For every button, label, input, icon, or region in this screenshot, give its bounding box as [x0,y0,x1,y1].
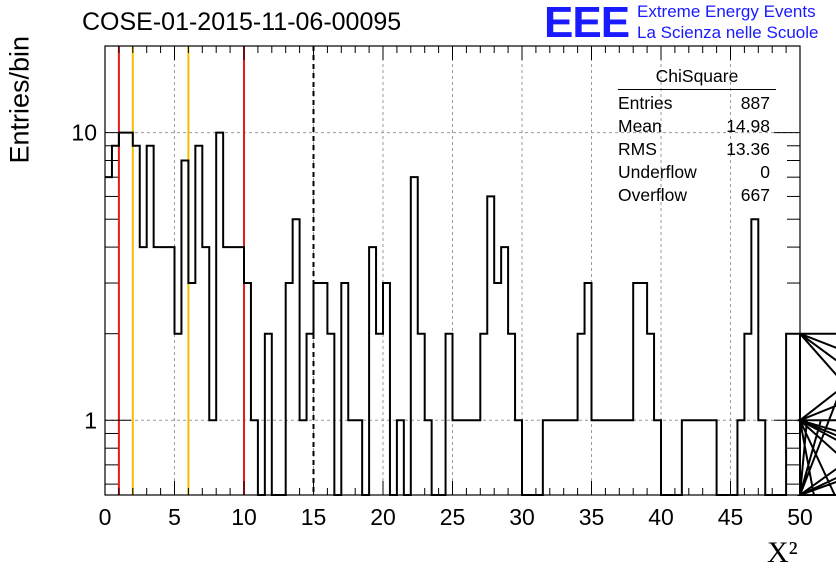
stats-box: ChiSquare Entries 887 Mean 14.98 RMS 13.… [612,66,778,207]
stats-value: 0 [760,162,770,182]
x-tick-label: 10 [231,504,257,530]
chart-title: COSE-01-2015-11-06-00095 [82,8,402,36]
stats-row: Underflow 0 [612,161,778,184]
x-axis-label: X² [767,536,798,570]
y-axis-label: Entries/bin [4,35,35,164]
x-tick-label: 35 [579,504,605,530]
stats-row: Entries 887 [612,92,778,115]
stats-value: 887 [740,93,770,113]
y-tick-label: 1 [84,407,97,433]
stats-label: Underflow [618,162,697,182]
eee-logo-line2: La Scienza nelle Scuole [637,23,819,42]
x-tick-label: 45 [718,504,744,530]
x-tick-label: 25 [440,504,466,530]
x-tick-label: 30 [509,504,535,530]
eee-logo-line1: Extreme Energy Events [637,2,816,21]
stats-title: ChiSquare [618,66,776,90]
stats-label: Entries [618,93,673,113]
y-tick-label: 10 [71,120,97,146]
stats-label: RMS [618,139,657,159]
x-axis-label-text: X² [767,536,798,569]
stats-value: 13.36 [726,139,770,159]
x-tick-label: 5 [168,504,181,530]
x-tick-label: 50 [787,504,813,530]
x-tick-label: 15 [301,504,327,530]
stats-value: 14.98 [726,116,770,136]
stats-row: Mean 14.98 [612,115,778,138]
stats-row: Overflow 667 [612,184,778,207]
stats-label: Mean [618,116,662,136]
x-tick-label: 40 [648,504,674,530]
stats-label: Overflow [618,185,688,205]
x-tick-label: 0 [99,504,112,530]
stats-value: 667 [740,185,770,205]
stats-row: RMS 13.36 [612,138,778,161]
x-tick-label: 20 [370,504,396,530]
eee-logo: EEE [544,0,630,47]
